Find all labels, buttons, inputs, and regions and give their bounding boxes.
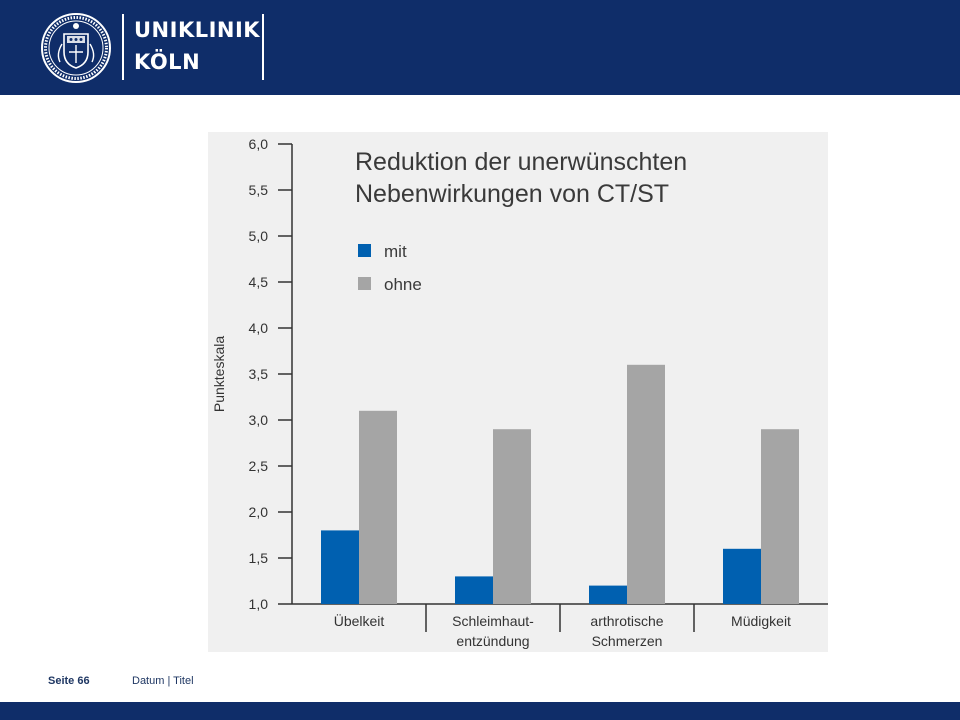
y-tick-label: 4,0 — [249, 320, 269, 336]
y-tick-label: 4,5 — [249, 274, 269, 290]
bar-ohne-3 — [761, 429, 799, 604]
bar-mit-0 — [321, 530, 359, 604]
bar-ohne-1 — [493, 429, 531, 604]
footer-bar — [0, 702, 960, 720]
y-tick-label: 3,0 — [249, 412, 269, 428]
legend-label-mit: mit — [384, 242, 407, 261]
university-seal-icon — [41, 13, 111, 83]
x-category-label: entzündung — [456, 633, 529, 649]
x-category-label: Übelkeit — [334, 612, 385, 629]
y-tick-label: 5,0 — [249, 228, 269, 244]
chart-panel: 1,0 1,5 2,0 2,5 3,0 3,5 4,0 4,5 5,0 5,5 6,0 Punktes… — [208, 132, 828, 652]
brand-name-line1: UNIKLINIK — [134, 18, 261, 42]
footer-date-title: Datum | Titel — [132, 675, 194, 687]
bar-mit-2 — [589, 585, 627, 604]
x-category-label: arthrotische — [590, 613, 663, 629]
page-number: Seite 66 — [48, 675, 90, 687]
bar-mit-1 — [455, 576, 493, 604]
y-tick-label: 1,5 — [249, 550, 269, 566]
legend-label-ohne: ohne — [384, 275, 422, 294]
header-bar: UNIKLINIK KÖLN — [0, 0, 960, 95]
y-tick-label: 3,5 — [249, 366, 269, 382]
bar-mit-3 — [723, 548, 761, 604]
bar-ohne-0 — [359, 410, 397, 604]
legend-swatch-ohne — [358, 277, 371, 290]
bar-chart: 1,0 1,5 2,0 2,5 3,0 3,5 4,0 4,5 5,0 5,5 6,0 Punktes… — [211, 136, 828, 649]
x-category-label: Müdigkeit — [731, 613, 791, 629]
y-tick-label: 6,0 — [249, 136, 269, 152]
chart-title: Reduktion der unerwünschten — [355, 148, 687, 176]
x-category-label: Schleimhaut- — [452, 613, 534, 629]
brand-block: UNIKLINIK KÖLN — [122, 14, 264, 80]
brand-name-line2: KÖLN — [134, 50, 201, 74]
y-tick-label: 5,5 — [249, 182, 269, 198]
x-category-label: Schmerzen — [592, 633, 663, 649]
y-tick-label: 1,0 — [249, 596, 269, 612]
legend-swatch-mit — [358, 244, 371, 257]
y-tick-label: 2,5 — [249, 458, 269, 474]
bar-ohne-2 — [627, 364, 665, 604]
y-axis-label: Punkteskala — [211, 336, 227, 412]
chart-title: Nebenwirkungen von CT/ST — [355, 180, 669, 208]
y-tick-label: 2,0 — [249, 504, 269, 520]
